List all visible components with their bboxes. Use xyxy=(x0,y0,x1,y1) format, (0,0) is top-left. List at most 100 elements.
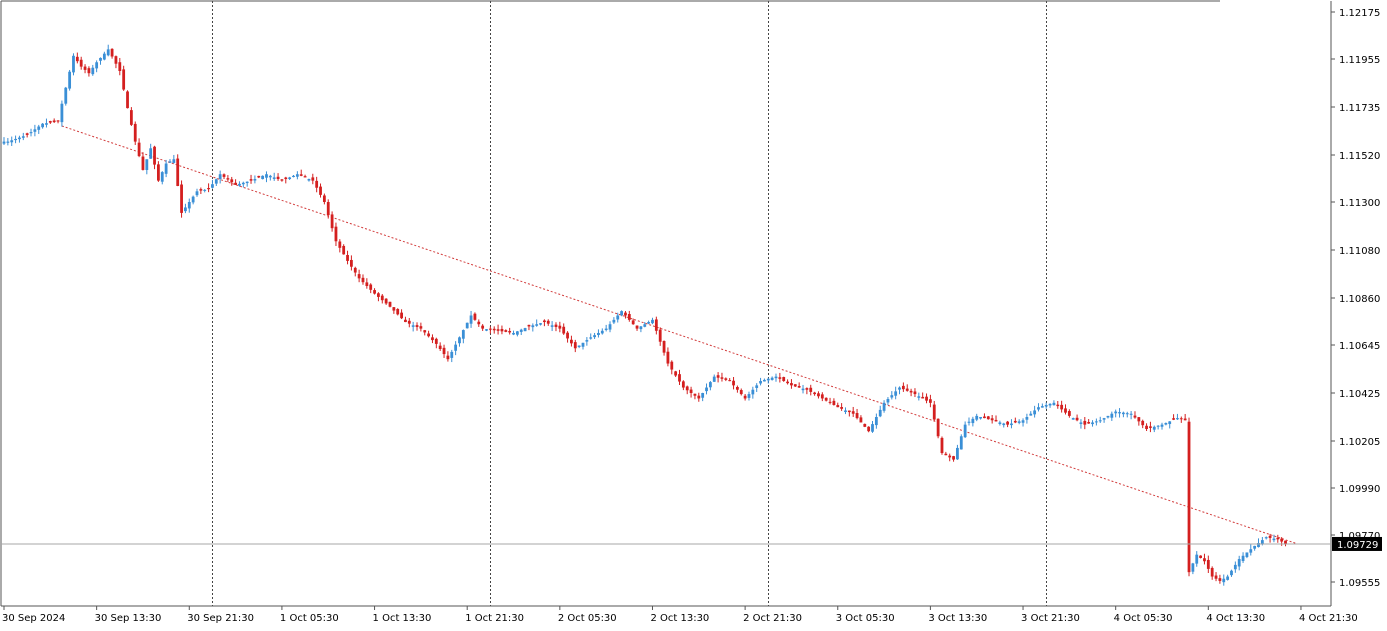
candle xyxy=(442,344,446,358)
candle xyxy=(658,327,662,346)
candle-body xyxy=(998,422,1002,424)
candle xyxy=(1102,417,1106,423)
candle-body xyxy=(268,175,272,178)
candle xyxy=(106,44,110,57)
candle xyxy=(562,323,566,335)
candle xyxy=(315,176,319,193)
candle xyxy=(508,327,512,335)
candle-body xyxy=(1060,404,1064,410)
candle-body xyxy=(566,332,569,339)
candle xyxy=(570,335,573,347)
candle-body xyxy=(581,342,585,347)
candle xyxy=(1013,417,1017,424)
candle-body xyxy=(168,161,172,163)
candle-body xyxy=(37,126,41,130)
candle xyxy=(230,176,234,186)
trendline[interactable] xyxy=(61,125,1298,545)
candle-body xyxy=(454,344,458,351)
candle xyxy=(813,391,816,396)
candle-body xyxy=(681,381,685,388)
candle-body xyxy=(558,325,562,329)
candle-body xyxy=(1203,558,1206,562)
candle-body xyxy=(712,376,716,382)
candle xyxy=(496,324,500,335)
candle-body xyxy=(365,282,369,286)
candle xyxy=(998,420,1002,426)
candle xyxy=(1214,572,1218,582)
candle-body xyxy=(160,172,164,182)
candle-body xyxy=(431,337,434,341)
candle-body xyxy=(882,402,886,411)
candle xyxy=(79,56,83,70)
candle xyxy=(311,173,315,185)
candle-body xyxy=(434,338,438,344)
candle-body xyxy=(377,293,380,297)
candle-body xyxy=(338,241,342,248)
candle xyxy=(334,222,338,247)
candle-body xyxy=(346,254,349,261)
candle xyxy=(56,120,60,124)
candle-body xyxy=(1257,543,1260,548)
price-tick-label: 1.11735 xyxy=(1339,103,1380,114)
candle xyxy=(1079,419,1083,429)
candle xyxy=(890,391,894,400)
candle-body xyxy=(404,319,407,323)
candle-body xyxy=(512,332,515,335)
time-tick-label: 2 Oct 21:30 xyxy=(743,613,802,624)
candle xyxy=(639,325,643,333)
candle-body xyxy=(519,329,523,332)
candle xyxy=(431,334,434,344)
candle xyxy=(527,324,531,331)
candle-body xyxy=(218,174,222,179)
candle xyxy=(840,403,844,411)
candle xyxy=(801,384,805,394)
trendline-layer[interactable] xyxy=(61,125,1298,545)
candle-body xyxy=(102,53,106,60)
candle-body xyxy=(743,395,747,399)
candle xyxy=(905,384,909,392)
candle-body xyxy=(546,320,550,324)
candle-body xyxy=(909,390,913,393)
candle-body xyxy=(106,49,110,56)
candle-body xyxy=(531,325,535,328)
candle-body xyxy=(705,387,708,392)
candle xyxy=(157,161,160,182)
candle xyxy=(824,397,828,402)
candle-body xyxy=(944,453,948,456)
candle xyxy=(901,382,905,392)
candle-body xyxy=(75,56,79,62)
candle-body xyxy=(1137,417,1141,422)
candle-body xyxy=(1122,412,1125,415)
candle-body xyxy=(442,347,446,355)
candle xyxy=(1025,413,1029,424)
current-price-box xyxy=(1332,536,1382,551)
candle xyxy=(1179,416,1183,423)
candle-body xyxy=(149,148,153,159)
candle-body xyxy=(662,340,666,353)
candle-body xyxy=(1249,549,1253,553)
candle-body xyxy=(515,331,519,335)
candle xyxy=(307,178,311,182)
candle xyxy=(975,413,979,422)
time-tick-label: 1 Oct 05:30 xyxy=(280,613,339,624)
candle xyxy=(986,415,990,420)
candle-body xyxy=(612,319,616,323)
candle xyxy=(778,372,782,383)
candle-body xyxy=(145,159,149,170)
candle-body xyxy=(446,355,450,360)
candle-body xyxy=(207,188,210,190)
candle-body xyxy=(1087,422,1091,424)
candle-body xyxy=(1079,422,1083,424)
candle xyxy=(187,198,191,213)
candle-body xyxy=(249,179,253,181)
candle xyxy=(95,60,99,73)
candle xyxy=(461,329,465,344)
candle xyxy=(25,132,29,138)
candle-body xyxy=(1164,423,1168,425)
candle-body xyxy=(983,416,986,419)
candle xyxy=(1087,419,1091,424)
candle xyxy=(932,400,936,422)
time-tick-label: 30 Sep 13:30 xyxy=(95,613,162,624)
